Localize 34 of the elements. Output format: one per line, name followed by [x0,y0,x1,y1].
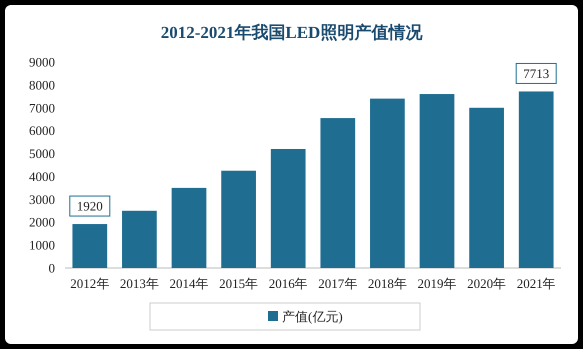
x-tick-label: 2015年 [219,276,258,291]
legend-label: 产值(亿元) [282,309,343,324]
y-tick-label: 9000 [29,54,55,70]
data-label: 1920 [76,198,103,214]
x-tick-label: 2021年 [516,276,556,291]
chart-title: 2012-2021年我国LED照明产值情况 [160,23,424,42]
bar [72,224,108,268]
x-tick-label: 2017年 [318,276,358,291]
x-tick-label: 2014年 [170,276,208,291]
bar [221,170,256,268]
bar [518,91,554,268]
bar [469,108,504,268]
x-tick-label: 2016年 [268,276,308,291]
y-tick-label: 8000 [29,77,55,92]
y-tick-label: 4000 [29,168,55,184]
bar [270,148,306,268]
y-tick-label: 7000 [29,100,55,116]
y-tick-label: 2000 [29,214,55,230]
y-tick-label: 3000 [29,192,55,207]
bar [172,188,206,268]
bar [122,210,157,268]
x-tick-label: 2020年 [467,276,506,291]
bar [320,118,356,268]
y-tick-label: 6000 [29,123,55,138]
y-tick-label: 1000 [29,238,55,253]
y-tick-label: 5000 [29,146,55,162]
y-tick-label: 0 [48,260,55,276]
data-label: 7713 [523,66,550,81]
x-tick-label: 2013年 [120,276,159,291]
x-tick-label: 2012年 [70,276,110,291]
bar [370,98,405,268]
x-tick-label: 2018年 [368,276,407,291]
x-tick-label: 2019年 [418,276,456,291]
bar [420,94,454,268]
